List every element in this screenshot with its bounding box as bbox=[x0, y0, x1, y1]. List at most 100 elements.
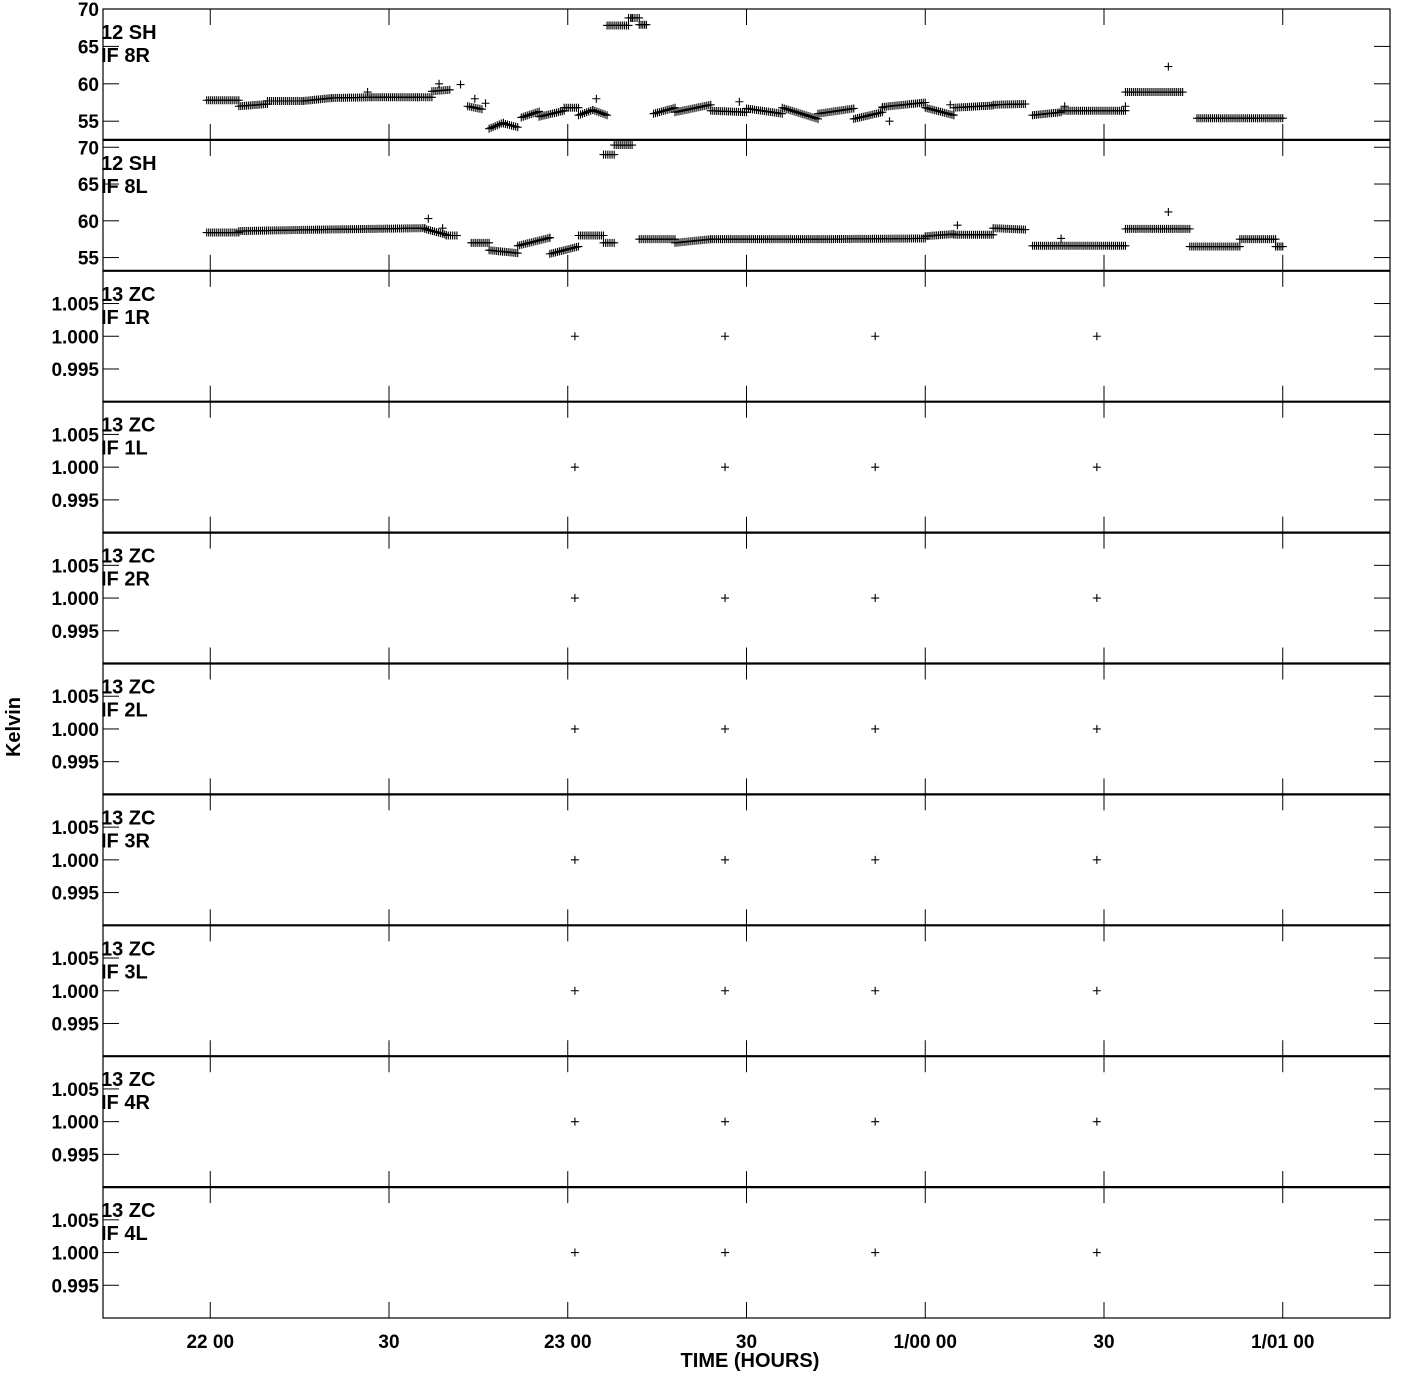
panel-label-source: 13 ZC bbox=[101, 938, 155, 960]
data-point bbox=[721, 594, 730, 603]
data-point bbox=[735, 97, 744, 106]
data-point bbox=[1057, 234, 1066, 243]
data-point bbox=[601, 110, 610, 119]
data-point bbox=[363, 88, 372, 97]
y-tick-label: 1.005 bbox=[51, 949, 99, 970]
y-tick-label: 55 bbox=[78, 249, 100, 270]
y-tick-label: 1.000 bbox=[51, 982, 99, 1003]
data-point bbox=[721, 986, 730, 995]
panel-frame bbox=[102, 270, 1391, 403]
data-point bbox=[871, 724, 880, 733]
data-point bbox=[635, 13, 644, 22]
y-tick-label: 1.005 bbox=[51, 1211, 99, 1232]
data-point bbox=[545, 233, 554, 242]
data-point bbox=[721, 463, 730, 472]
data-point bbox=[489, 122, 498, 131]
data-point bbox=[786, 106, 795, 115]
data-point bbox=[596, 108, 605, 117]
data-point bbox=[624, 21, 633, 30]
data-point bbox=[721, 332, 730, 341]
data-point bbox=[1185, 224, 1194, 233]
data-point bbox=[946, 100, 955, 109]
data-point bbox=[1092, 594, 1101, 603]
y-tick-label: 65 bbox=[78, 37, 100, 58]
panel-label-source: 13 ZC bbox=[101, 284, 155, 306]
data-point bbox=[949, 111, 958, 120]
data-point bbox=[599, 231, 608, 240]
data-point bbox=[456, 80, 465, 89]
data-point bbox=[885, 117, 894, 126]
data-point bbox=[574, 242, 583, 251]
data-point bbox=[445, 85, 454, 94]
data-point bbox=[603, 111, 612, 120]
data-point bbox=[878, 103, 887, 112]
data-point bbox=[794, 108, 803, 117]
y-tick-label: 0.995 bbox=[51, 884, 99, 905]
data-point bbox=[574, 111, 583, 120]
data-point bbox=[1021, 225, 1030, 234]
data-point bbox=[1092, 463, 1101, 472]
data-point bbox=[570, 855, 579, 864]
data-point bbox=[598, 109, 607, 118]
data-point bbox=[1092, 1117, 1101, 1126]
y-tick-label: 0.995 bbox=[51, 1276, 99, 1297]
data-point bbox=[628, 141, 637, 150]
y-tick-label: 1.005 bbox=[51, 425, 99, 446]
data-point bbox=[610, 150, 619, 159]
data-point bbox=[529, 109, 538, 118]
data-point bbox=[810, 113, 819, 122]
x-axis-title: TIME (HOURS) bbox=[681, 1350, 820, 1372]
panel-label-source: 13 ZC bbox=[101, 1069, 155, 1091]
data-point bbox=[570, 332, 579, 341]
x-tick-label: 30 bbox=[378, 1332, 399, 1353]
data-point bbox=[588, 105, 597, 114]
panel-frame bbox=[102, 531, 1391, 665]
panel-label-source: 13 ZC bbox=[101, 807, 155, 829]
x-axis: 22 00 30 23 00 30 1/00 00 30 1/01 00 bbox=[186, 1332, 1314, 1353]
data-point bbox=[806, 112, 815, 121]
y-tick-label: 55 bbox=[78, 112, 100, 133]
data-point bbox=[849, 104, 858, 113]
data-point bbox=[721, 855, 730, 864]
data-point bbox=[1092, 1248, 1101, 1257]
data-point bbox=[485, 124, 494, 133]
y-tick-label: 0.995 bbox=[51, 622, 99, 643]
data-point bbox=[513, 123, 522, 132]
data-point bbox=[592, 107, 601, 116]
data-point bbox=[570, 986, 579, 995]
data-point bbox=[592, 94, 601, 103]
panel-label-if: IF 8R bbox=[101, 45, 150, 67]
data-point bbox=[519, 112, 528, 121]
data-point bbox=[1278, 114, 1287, 123]
panel-label-source: 12 SH bbox=[101, 22, 157, 44]
x-tick-label: 23 00 bbox=[544, 1332, 592, 1353]
data-point bbox=[778, 103, 787, 112]
y-tick-label: 1.005 bbox=[51, 556, 99, 577]
data-point bbox=[721, 724, 730, 733]
x-tick-label: 30 bbox=[1093, 1332, 1114, 1353]
y-tick-label: 1.000 bbox=[51, 851, 99, 872]
data-point bbox=[584, 107, 593, 116]
panel-label-if: IF 1L bbox=[101, 438, 148, 460]
data-point bbox=[642, 20, 651, 29]
panel-label-if: IF 3L bbox=[101, 961, 148, 983]
y-tick-label: 1.005 bbox=[51, 818, 99, 839]
y-tick-label: 0.995 bbox=[51, 1014, 99, 1035]
y-tick-label: 1.000 bbox=[51, 589, 99, 610]
data-point bbox=[570, 594, 579, 603]
data-point bbox=[871, 1117, 880, 1126]
data-point bbox=[871, 332, 880, 341]
y-tick-label: 0.995 bbox=[51, 491, 99, 512]
y-tick-label: 70 bbox=[78, 0, 99, 21]
data-point bbox=[570, 1117, 579, 1126]
y-tick-label: 60 bbox=[78, 75, 99, 96]
data-point bbox=[780, 104, 789, 113]
panel-label-source: 12 SH bbox=[101, 153, 157, 175]
data-point bbox=[871, 986, 880, 995]
